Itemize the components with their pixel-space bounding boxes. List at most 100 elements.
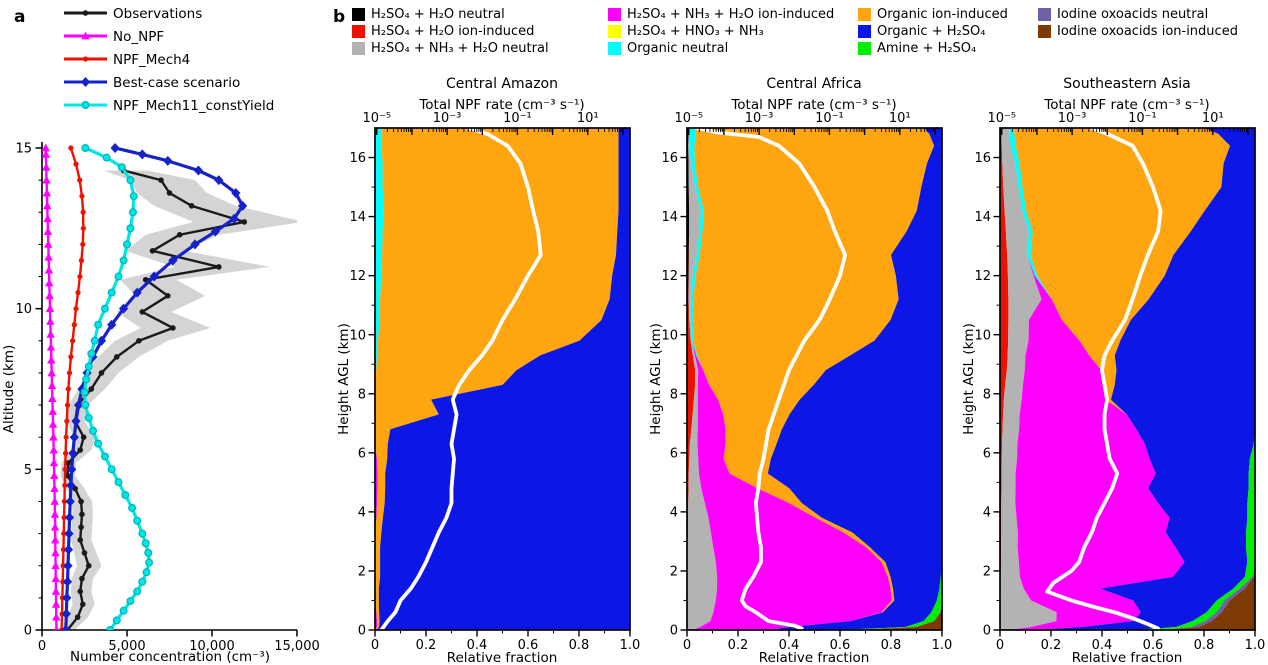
x-tick-label: 0.4 [779,638,800,653]
area-h2so4_nh3_h2o_ion [1007,128,1185,630]
top-tick-label: 10⁻¹ [503,111,532,126]
x-axis-title: Relative fraction [759,650,870,665]
y-tick-label: 6 [358,446,366,461]
series-best-case-scenario [61,143,248,630]
y-tick-label: 12 [661,269,678,284]
x-tick-label: 0.4 [1092,638,1113,653]
panel-a-y-tick-label: 10 [15,302,32,317]
y-tick-label: 16 [349,151,366,166]
y-tick-label: 10 [661,328,678,343]
legend-swatch-organic_h2so4 [858,25,871,38]
top-tick-label: 10⁻⁵ [674,111,703,126]
panel-a-legend-label: NPF_Mech4 [113,52,190,68]
chart-title: Central Amazon [446,76,558,92]
area-amine_h2so4 [1135,128,1255,630]
legend-label: H₂SO₄ + HNO₃ + NH₃ [627,24,764,39]
top-tick-label: 10¹ [889,111,911,126]
legend-item-amine_h2so4: Amine + H₂SO₄ [858,40,1008,57]
x-axis-title: Relative fraction [447,650,558,665]
top-tick-label: 10⁻¹ [815,111,844,126]
legend-swatch-h2so4_nh3_h2o_ion [608,8,621,21]
legend-column-2: H₂SO₄ + NH₃ + H₂O ion-induced H₂SO₄ + HNO… [608,6,834,57]
area-h2so4_h2o_ion [687,128,696,630]
legend-swatch-h2so4_hno3_nh3 [608,25,621,38]
y-tick-label: 8 [983,387,991,402]
legend-item-organic_neutral: Organic neutral [608,40,834,57]
series-npf-mech11-constyield [80,144,154,630]
y-tick-label: 0 [670,624,678,639]
y-axis-title: Height AGL (km) [961,323,977,435]
series-no-npf [42,143,61,630]
legend-column-4: Iodine oxoacids neutral Iodine oxoacids i… [1038,6,1238,40]
area-organic_h2so4 [767,128,942,630]
panel-a-y-tick-label: 0 [24,624,32,639]
y-tick-label: 2 [358,564,366,579]
panel-a-legend-label: Observations [113,6,202,22]
legend-swatch-iodine_ion [1038,25,1051,38]
y-tick-label: 12 [349,269,366,284]
y-tick-label: 0 [358,624,366,639]
x-tick-label: 0.4 [467,638,488,653]
top-axis-title: Total NPF rate (cm⁻³ s⁻¹) [1043,97,1209,113]
legend-label: H₂SO₄ + H₂O neutral [371,7,505,22]
observations-uncertainty-band [60,170,297,630]
chart-title: Central Africa [766,76,861,92]
x-tick-label: 1.0 [932,638,953,653]
x-tick-label: 0.2 [416,638,437,653]
area-organic_ion [1014,128,1231,630]
x-tick-label: 0.8 [569,638,590,653]
x-tick-label: 0 [683,638,691,653]
x-tick-label: 0 [996,638,1004,653]
top-tick-label: 10⁻⁵ [362,111,391,126]
area-organic_h2so4 [376,128,630,630]
panel-a-legend-item-4: Best-case scenario [64,75,240,91]
legend-item-organic_ion: Organic ion-induced [858,6,1008,23]
y-tick-label: 2 [983,564,991,579]
y-tick-label: 8 [670,387,678,402]
y-tick-label: 14 [974,210,991,225]
y-tick-label: 10 [349,328,366,343]
top-axis-title: Total NPF rate (cm⁻³ s⁻¹) [730,97,896,113]
x-tick-label: 0 [371,638,379,653]
panel-a-legend-item-3: NPF_Mech4 [64,52,190,68]
y-tick-label: 10 [974,328,991,343]
y-tick-label: 6 [983,446,991,461]
chart-title: Southeastern Asia [1063,76,1190,92]
panel-a-x-tick-label: 10,000 [189,639,235,654]
legend-swatch-h2so4_h2o_neutral [352,8,365,21]
top-tick-label: 10⁻³ [1058,111,1087,126]
stacked-areas: 0 0.2 0.4 0.6 0.8 1.0 0 2 4 6 8 10 12 14 16 10⁻⁵ 10⁻³ 10⁻… [349,111,640,653]
legend-item-organic_h2so4: Organic + H₂SO₄ [858,23,1008,40]
stacked-areas: 0 0.2 0.4 0.6 0.8 1.0 0 2 4 6 8 10 12 14 16 10⁻⁵ 10⁻³ 10⁻… [974,111,1265,653]
stacked-chart-southeastern-asia: Southeastern Asia Total NPF rate (cm⁻³ s… [961,76,1265,665]
panel-b-label-svg: b [333,7,345,27]
panel-a-plot-area: 0 5 10 15 0 5,000 10,000 15,000 [15,142,319,654]
legend-swatch-organic_neutral [608,42,621,55]
y-axis-title: Height AGL (km) [648,323,664,435]
panel-a-legend-item-2: No_NPF [64,29,164,45]
legend-label: Organic neutral [627,41,729,56]
legend-column-3: Organic ion-induced Organic + H₂SO₄ Amine … [858,6,1008,57]
legend-item-h2so4_nh3_h2o_neutral: H₂SO₄ + NH₃ + H₂O neutral [352,40,549,57]
y-tick-label: 16 [974,151,991,166]
legend-label: Organic ion-induced [877,7,1008,22]
legend-item-iodine_ion: Iodine oxoacids ion-induced [1038,23,1238,40]
y-tick-label: 12 [974,269,991,284]
panel-a-x-tick-label: 15,000 [274,639,320,654]
legend-swatch-h2so4_h2o_ion [352,25,365,38]
legend-item-h2so4_h2o_ion: H₂SO₄ + H₂O ion-induced [352,23,549,40]
legend-label: Iodine oxoacids ion-induced [1057,24,1238,39]
top-tick-label: 10¹ [1202,111,1224,126]
legend-swatch-amine_h2so4 [858,42,871,55]
x-axis-title: Relative fraction [1072,650,1183,665]
legend-label: Iodine oxoacids neutral [1057,7,1209,22]
area-organic_neutral [375,128,384,630]
panel-a-y-tick-label: 15 [15,142,32,157]
legend-item-iodine_neutral: Iodine oxoacids neutral [1038,6,1238,23]
panel-a-legend-label: NPF_Mech11_constYield [113,98,274,114]
x-tick-label: 0.2 [728,638,749,653]
x-tick-label: 1.0 [620,638,641,653]
legend-label: H₂SO₄ + NH₃ + H₂O ion-induced [627,7,835,22]
x-tick-label: 0.6 [1143,638,1164,653]
